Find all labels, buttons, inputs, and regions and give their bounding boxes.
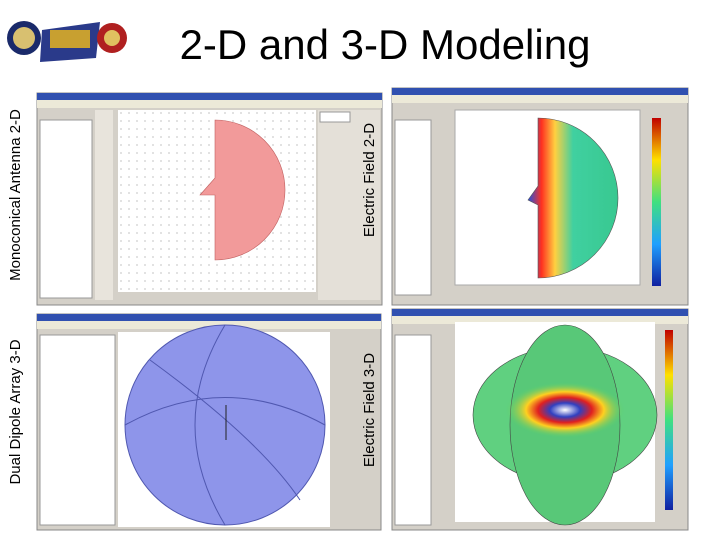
- panel-label: Dual Dipole Array 3-D: [7, 339, 24, 484]
- panel-label: Electric Field 2-D: [361, 123, 378, 237]
- panel-label: Monoconical Antenna 2-D: [7, 109, 24, 281]
- logo: [7, 21, 127, 62]
- panel-label: Electric Field 3-D: [361, 353, 378, 467]
- screenshot-dipole-3d: [36, 313, 382, 531]
- screenshot-field-2d: [391, 87, 689, 306]
- slide-title: 2-D and 3-D Modeling: [180, 21, 591, 68]
- screenshot-monoconical: [36, 92, 383, 306]
- screenshot-field-3d: [391, 308, 689, 531]
